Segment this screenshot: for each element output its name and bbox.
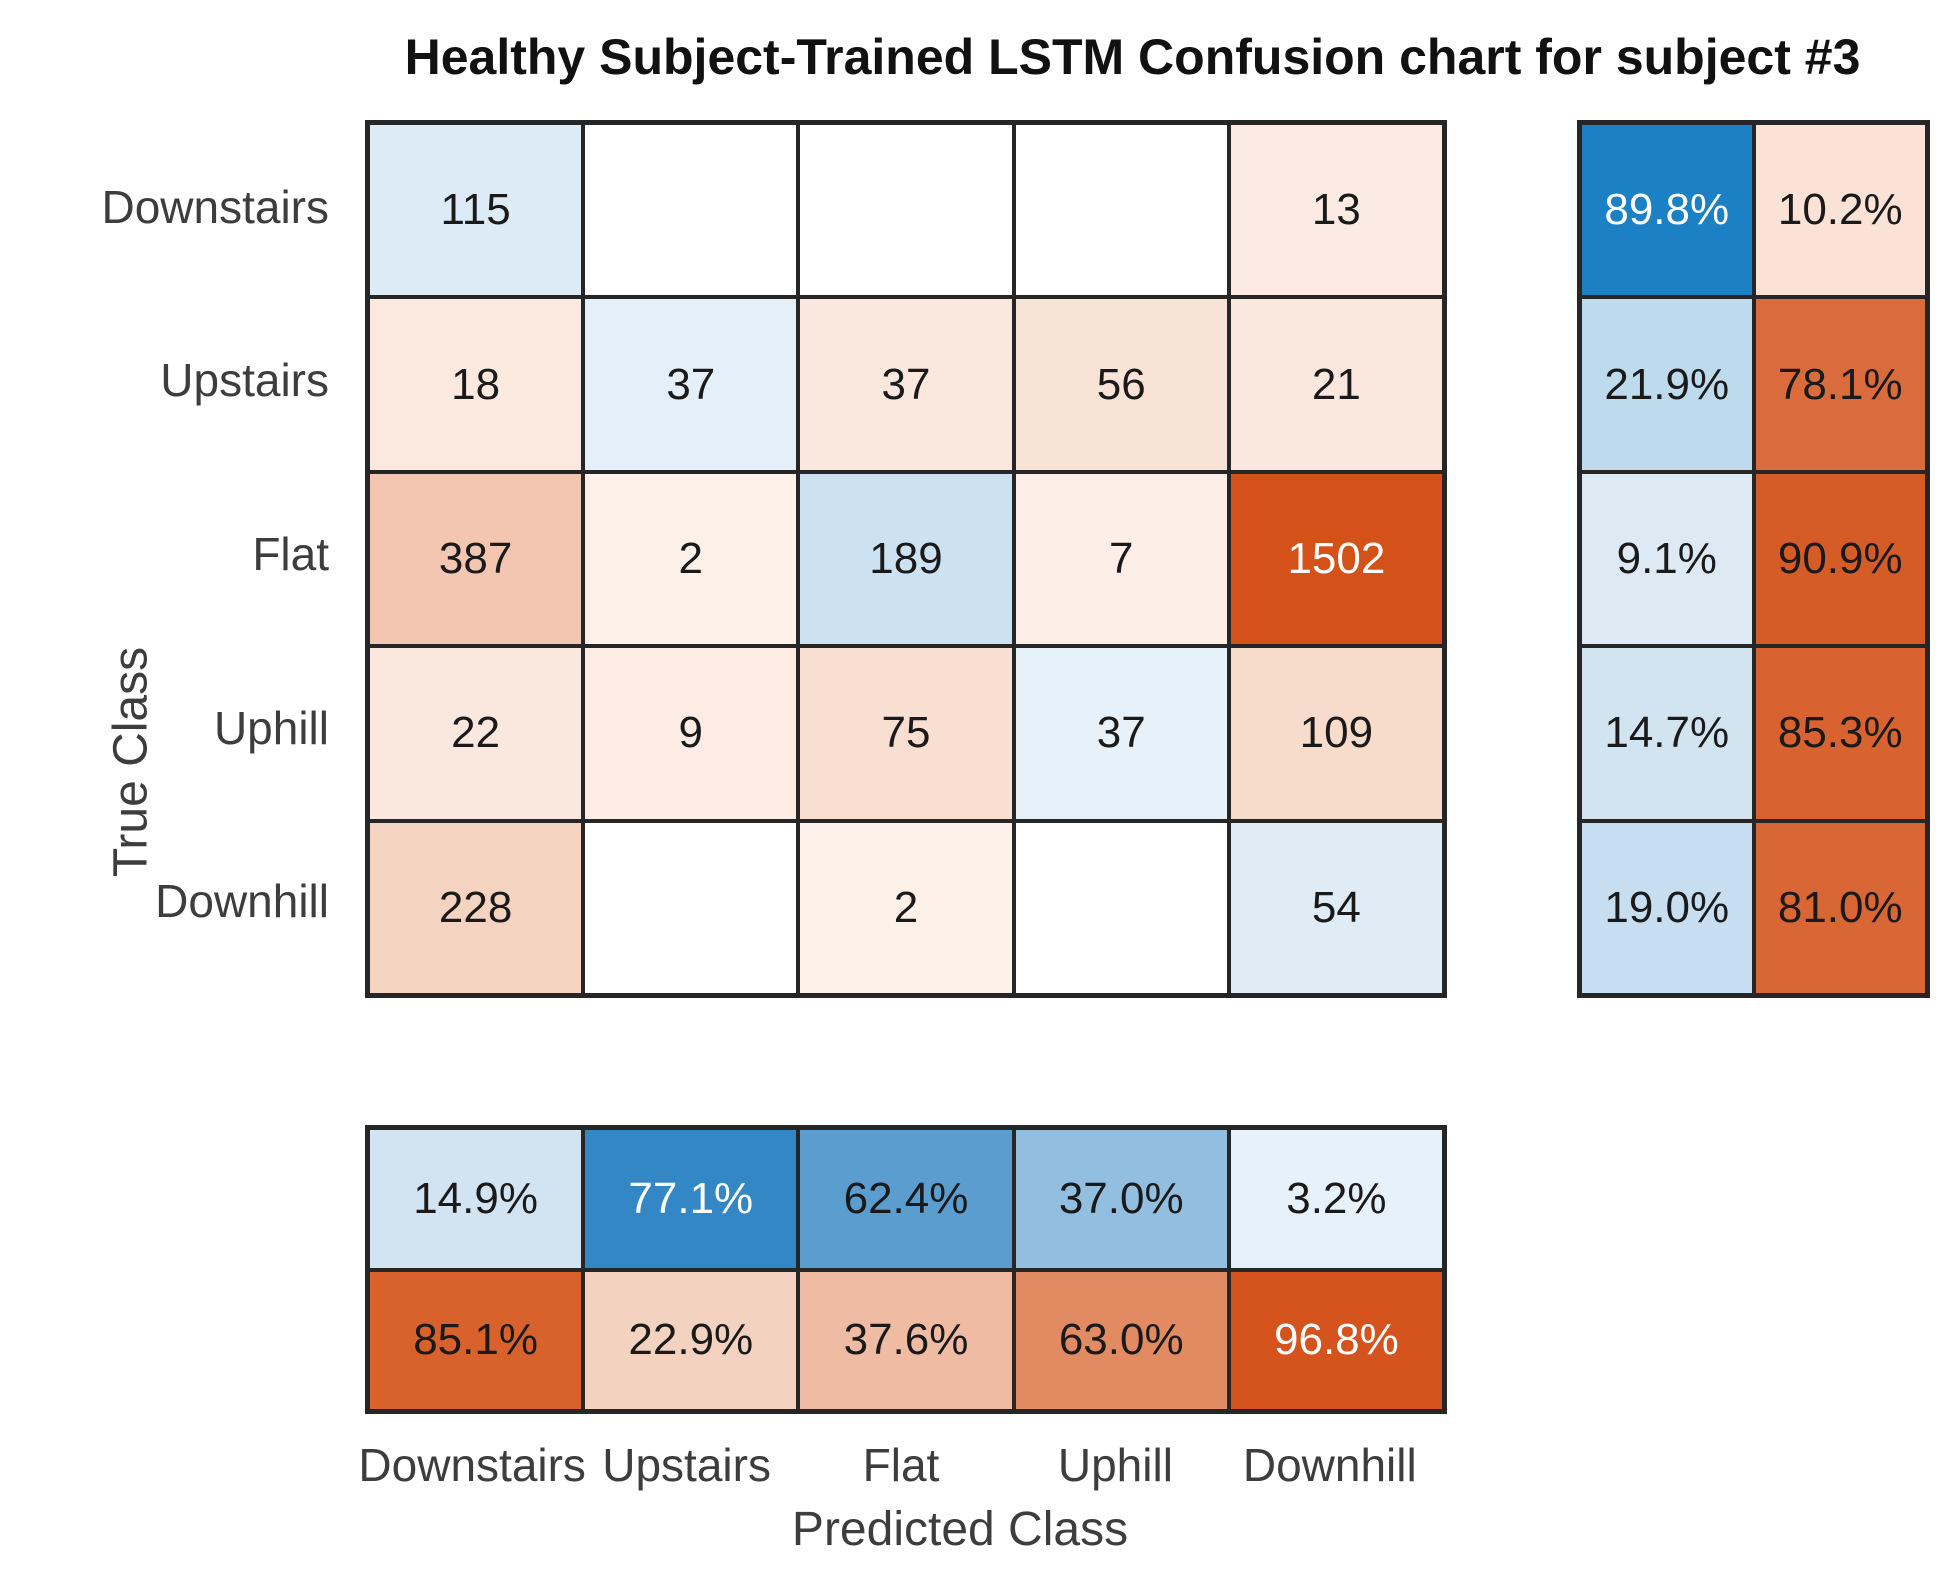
row-summary-cell: 81.0%	[1755, 822, 1925, 993]
y-tick-label: Downhill	[155, 875, 329, 928]
column-summary-cell: 37.0%	[1015, 1130, 1227, 1268]
x-tick-label: Upstairs	[602, 1439, 771, 1491]
matrix-cell: 1502	[1230, 473, 1442, 645]
matrix-cell: 22	[370, 648, 582, 819]
matrix-cell: 21	[1230, 299, 1442, 470]
matrix-cell: 13	[1230, 125, 1442, 296]
matrix-cell: 189	[800, 473, 1012, 645]
x-tick-labels: Downstairs Upstairs Flat Uphill Downhill	[358, 1438, 1437, 1498]
x-tick-label: Downhill	[1242, 1439, 1417, 1491]
row-summary-cell: 10.2%	[1755, 125, 1925, 296]
matrix-cell: 7	[1015, 473, 1227, 645]
row-summary-cell: 85.3%	[1755, 648, 1925, 819]
row-summary-cell: 78.1%	[1755, 299, 1925, 470]
matrix-cell: 387	[370, 473, 582, 645]
matrix-cell	[1015, 125, 1227, 296]
y-tick-labels: Downstairs Upstairs Flat Uphill Downhill	[0, 0, 347, 1578]
x-tick-label: Downstairs	[358, 1439, 586, 1491]
column-summary-cell: 62.4%	[800, 1130, 1012, 1268]
y-tick-label: Uphill	[213, 701, 329, 754]
column-summary-cell: 63.0%	[1015, 1271, 1227, 1409]
x-axis-label: Predicted Class	[791, 1503, 1129, 1556]
row-summary-cell: 19.0%	[1582, 822, 1752, 993]
column-summary-cell: 22.9%	[585, 1271, 797, 1409]
column-summary-cell: 77.1%	[585, 1130, 797, 1268]
row-summary-cell: 90.9%	[1755, 473, 1925, 645]
matrix-cell: 109	[1230, 648, 1442, 819]
matrix-cell: 37	[585, 299, 797, 470]
x-tick-label: Uphill	[1057, 1439, 1173, 1491]
matrix-cell: 2	[800, 822, 1012, 993]
column-summary-grid: 14.9% 77.1% 62.4% 37.0% 3.2% 85.1% 22.9% 37.6% 6…	[365, 1125, 1447, 1414]
row-summary-cell: 89.8%	[1582, 125, 1752, 296]
y-tick-label: Flat	[252, 528, 329, 580]
matrix-cell: 228	[370, 822, 582, 993]
row-summary-grid: 89.8% 10.2% 21.9% 78.1% 9.1% 90.9% 14.7% 85.3% 1…	[1577, 120, 1930, 998]
matrix-cell	[585, 822, 797, 993]
row-summary-cell: 14.7%	[1582, 648, 1752, 819]
column-summary-cell: 37.6%	[800, 1271, 1012, 1409]
y-tick-label: Upstairs	[160, 354, 329, 407]
matrix-cell: 37	[800, 299, 1012, 470]
column-summary-cell: 96.8%	[1230, 1271, 1442, 1409]
row-summary-cell: 9.1%	[1582, 473, 1752, 645]
x-tick-label: Flat	[862, 1439, 940, 1491]
matrix-cell: 115	[370, 125, 582, 296]
matrix-cell: 2	[585, 473, 797, 645]
matrix-cell: 54	[1230, 822, 1442, 993]
column-summary-cell: 85.1%	[370, 1271, 582, 1409]
row-summary-cell: 21.9%	[1582, 299, 1752, 470]
matrix-cell: 18	[370, 299, 582, 470]
matrix-cell	[585, 125, 797, 296]
y-tick-label: Downstairs	[101, 180, 329, 233]
matrix-cell	[1015, 822, 1227, 993]
matrix-cell: 37	[1015, 648, 1227, 819]
matrix-cell: 75	[800, 648, 1012, 819]
matrix-cell: 56	[1015, 299, 1227, 470]
matrix-cell: 9	[585, 648, 797, 819]
matrix-cell	[800, 125, 1012, 296]
chart-title: Healthy Subject-Trained LSTM Confusion c…	[404, 29, 1861, 85]
column-summary-cell: 3.2%	[1230, 1130, 1442, 1268]
column-summary-cell: 14.9%	[370, 1130, 582, 1268]
confusion-matrix-grid: 115 13 18 37 37 56 21 387 2 189 7 1502 22 9 75 37 109 228…	[365, 120, 1447, 998]
